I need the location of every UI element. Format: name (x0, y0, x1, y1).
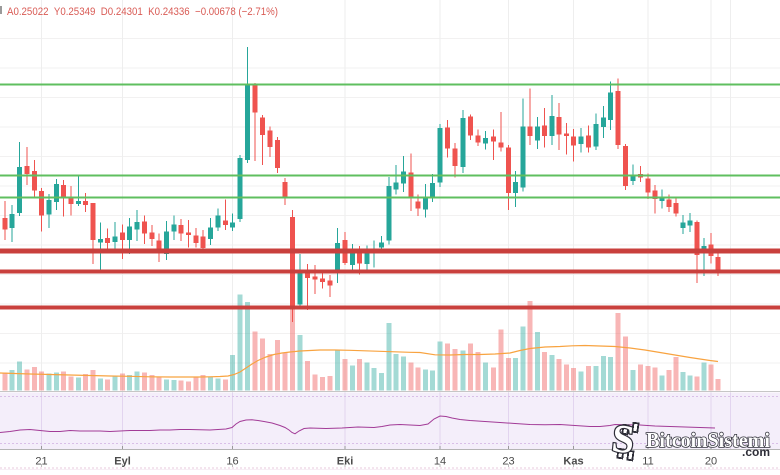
svg-text:Eki: Eki (337, 456, 354, 468)
svg-text:BitcoinSistemi: BitcoinSistemi (646, 428, 770, 452)
svg-text:14: 14 (434, 456, 446, 468)
svg-text:21: 21 (35, 456, 47, 468)
svg-text:23: 23 (502, 456, 514, 468)
svg-text:Kas: Kas (563, 456, 583, 468)
svg-text:A0.25022 Y0.25349 D0.24301: A0.25022 Y0.25349 D0.24301 K0.24336 −0.0… (7, 6, 278, 18)
svg-text:.com: .com (742, 445, 770, 459)
svg-text:16: 16 (226, 456, 238, 468)
svg-text:20: 20 (705, 456, 717, 468)
svg-text:S: S (610, 415, 637, 462)
svg-text:Eyl: Eyl (114, 456, 131, 468)
svg-text:11: 11 (642, 456, 653, 468)
